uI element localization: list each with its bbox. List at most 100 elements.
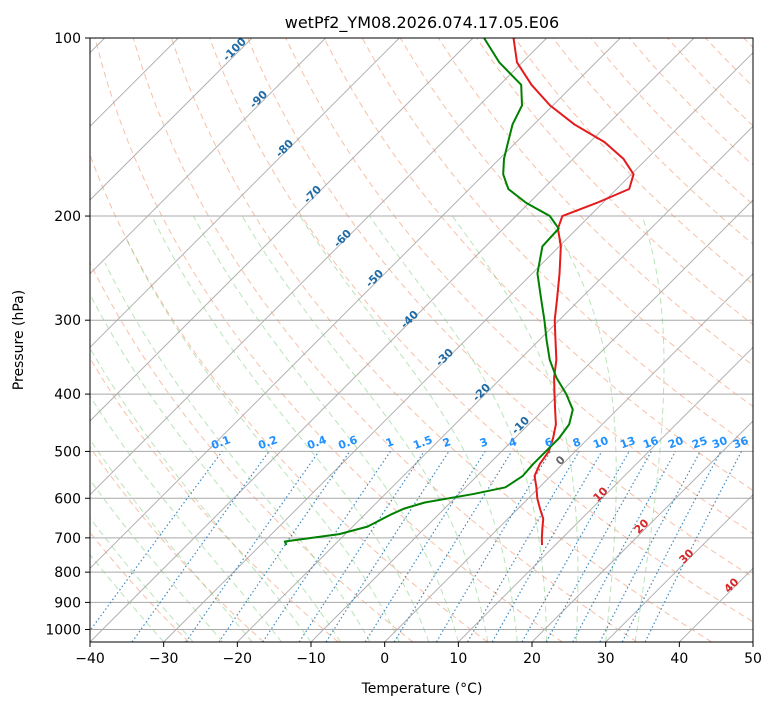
dry-adiabat-line	[90, 357, 339, 642]
mixing-ratio-line	[435, 451, 552, 642]
dry-adiabat-line	[90, 153, 488, 642]
isotherm-label: -30	[433, 346, 456, 369]
mixing-ratio-line	[262, 451, 391, 642]
x-tick-label: −40	[75, 651, 105, 667]
isotherm-line	[90, 38, 253, 201]
moist-adiabat-line	[90, 438, 253, 642]
x-tick-label: 20	[523, 651, 541, 667]
mixing-ratio-line	[644, 451, 743, 642]
dewpoint-profile	[283, 38, 574, 546]
moist-adiabat-line	[90, 517, 194, 642]
dry-adiabat-line	[90, 261, 414, 642]
isotherm-label: 20	[632, 516, 652, 536]
mixing-ratio-label: 0.6	[336, 433, 359, 452]
isotherm-label: 40	[722, 575, 742, 595]
mixing-ratio-line	[90, 451, 223, 632]
isotherm-line	[90, 38, 474, 422]
y-axis-ticks: 1000 900 800 700 600 500 400 300 200 100	[45, 31, 90, 638]
isotherm-line	[605, 493, 753, 642]
mixing-ratio-line	[545, 451, 652, 642]
mixing-ratio-line	[393, 451, 513, 642]
mixing-ratio-label: 10	[591, 434, 610, 452]
mixing-ratio-line	[131, 451, 270, 642]
x-tick-label: −30	[149, 651, 179, 667]
isotherm-line	[678, 567, 753, 642]
mixing-ratio-label: 30	[710, 434, 729, 452]
isotherm-line	[163, 51, 753, 642]
y-tick-label: 200	[54, 209, 81, 225]
chart-title: wetPf2_YM08.2026.074.17.05.E06	[285, 13, 559, 33]
temperature-profile	[512, 38, 635, 546]
x-tick-label: 30	[597, 651, 615, 667]
dry-adiabat-line	[705, 38, 753, 88]
isotherm-line	[90, 38, 400, 349]
dry-adiabat-line	[132, 38, 638, 642]
plot-frame	[89, 37, 754, 643]
dry-adiabat-line	[285, 38, 753, 535]
y-tick-label: 100	[54, 31, 81, 47]
isotherm-line	[90, 38, 548, 496]
isotherm-label: -40	[398, 308, 421, 331]
dry-adiabat-line	[476, 38, 753, 326]
x-axis-label: Temperature (°C)	[361, 681, 483, 697]
dry-adiabat-line	[438, 38, 753, 366]
mixing-ratio-line	[298, 451, 425, 642]
mixing-ratio-label: 36	[731, 434, 750, 452]
moist-adiabat-line	[151, 215, 430, 642]
mixing-ratio-line	[572, 451, 677, 642]
dry-adiabat-line	[94, 38, 563, 642]
isotherm-label: -80	[273, 137, 296, 160]
mixing-ratio-label: 3	[478, 435, 490, 450]
moist-adiabat-line	[126, 240, 400, 642]
mixing-ratio-line	[185, 451, 320, 642]
mixing-ratio-label: 25	[690, 434, 709, 451]
moist-adiabat-line	[90, 395, 282, 642]
dry-adiabat-line	[247, 38, 753, 578]
x-tick-label: −10	[296, 651, 326, 667]
dry-adiabat-line	[323, 38, 753, 492]
isotherm-label: -20	[470, 381, 493, 404]
moist-adiabat-line	[90, 293, 341, 642]
moist-adiabat-line	[299, 215, 518, 642]
y-axis-label: Pressure (hPa)	[11, 290, 27, 390]
x-tick-label: 10	[449, 651, 467, 667]
isotherm-label: -10	[509, 414, 532, 437]
mixing-ratio-label: 0.4	[305, 433, 328, 452]
dry-adiabat-line	[90, 446, 264, 642]
mixing-ratio-line	[218, 451, 351, 642]
moist-adiabat-line	[368, 215, 548, 642]
mixing-ratio-line	[364, 451, 486, 642]
dry-adiabat-line	[90, 531, 190, 642]
isotherm-line	[236, 125, 753, 642]
y-tick-label: 800	[54, 565, 81, 581]
y-tick-label: 300	[54, 313, 81, 329]
isotherm-label: -100	[220, 35, 249, 64]
dry-adiabat-line	[743, 38, 753, 49]
y-tick-label: 400	[54, 387, 81, 403]
x-tick-label: −20	[223, 651, 253, 667]
isotherm-label: 30	[677, 546, 697, 566]
mixing-ratio-label: 16	[641, 434, 660, 452]
x-tick-label: 0	[380, 651, 389, 667]
mixing-ratio-line	[599, 451, 701, 642]
y-tick-label: 600	[54, 491, 81, 507]
dry-adiabat-line	[514, 38, 753, 285]
mixing-ratio-label: 8	[571, 435, 583, 450]
isotherm-label: -90	[247, 88, 270, 111]
isotherm-line	[457, 346, 753, 642]
y-tick-label: 500	[54, 444, 81, 460]
mixing-ratio-label: 1	[384, 435, 396, 450]
mixing-ratio-label: 2	[441, 435, 453, 450]
isotherm-line	[310, 199, 753, 642]
mixing-ratio-label: 1.5	[411, 433, 434, 452]
isotherm-label: -60	[331, 227, 354, 250]
moist-adiabat-line	[90, 553, 165, 642]
isotherm-label: 10	[591, 484, 611, 504]
x-tick-label: 40	[670, 651, 688, 667]
moist-adiabat-line	[90, 347, 312, 642]
mixing-ratio-line	[521, 451, 630, 642]
x-axis-ticks: −40 −30 −20 −10 0 10 20 30 40 50	[75, 642, 762, 667]
isotherm-line	[90, 38, 621, 570]
